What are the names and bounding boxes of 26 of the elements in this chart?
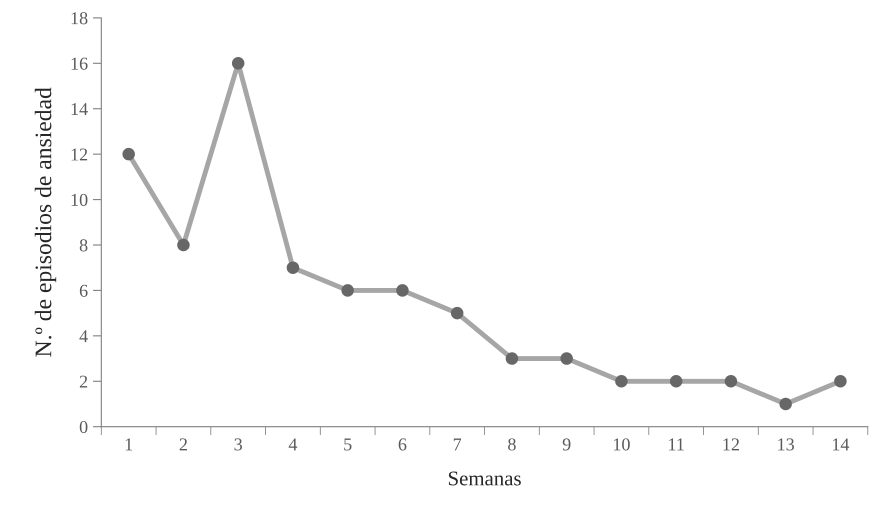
x-tick-label: 13 (778, 438, 794, 451)
x-tick-label: 12 (723, 438, 739, 450)
y-tick-label: 16 (72, 58, 88, 70)
y-tick-label: 12 (72, 148, 88, 160)
y-tick-label: 4 (79, 330, 88, 342)
x-tick-label: 11 (669, 438, 684, 450)
x-tick-label: 8 (508, 438, 516, 451)
x-tick-label: 7 (454, 438, 462, 450)
y-tick-label: 10 (72, 194, 88, 206)
x-tick-label: 2 (180, 438, 187, 450)
y-tick-label: 2 (80, 376, 88, 388)
y-axis-title: N.º de episodios de ansiedad (34, 87, 56, 357)
x-tick-label: 6 (398, 438, 406, 451)
x-tick-label: 5 (344, 438, 352, 451)
x-tick-label: 1 (126, 438, 132, 450)
x-tick-label: 3 (234, 438, 242, 451)
y-tick-label: 18 (72, 12, 88, 24)
x-tick-label: 9 (562, 438, 570, 451)
x-axis-title: Semanas (448, 472, 521, 486)
y-tick-label: 6 (80, 284, 88, 297)
y-tick-label: 0 (80, 420, 88, 434)
x-tick-label: 14 (832, 438, 850, 450)
y-tick-label: 8 (80, 239, 88, 252)
x-tick-label: 4 (288, 438, 298, 450)
y-tick-label: 14 (72, 103, 88, 115)
x-tick-label: 10 (614, 438, 630, 451)
